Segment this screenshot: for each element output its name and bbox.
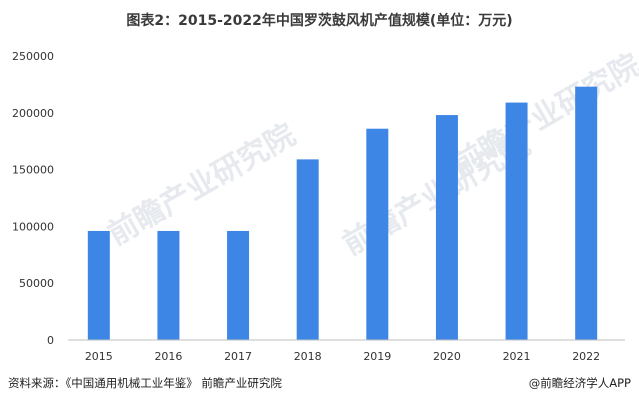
y-axis-ticks: 0 50000 100000 150000 200000 250000 xyxy=(12,50,54,347)
x-tick-label: 2016 xyxy=(154,350,182,363)
bar-2020 xyxy=(435,115,458,341)
bars xyxy=(87,86,598,341)
x-tick-label: 2022 xyxy=(572,350,600,363)
bar-2022 xyxy=(575,86,598,340)
y-tick-label: 100000 xyxy=(12,220,54,233)
chart-title: 图表2：2015-2022年中国罗茨鼓风机产值规模(单位：万元) xyxy=(126,13,513,29)
y-tick-label: 250000 xyxy=(12,50,54,63)
y-tick-label: 0 xyxy=(47,334,54,347)
bar-2015 xyxy=(87,230,110,340)
credit-label: @前瞻经济学人APP xyxy=(528,376,631,390)
bar-2019 xyxy=(366,128,389,340)
y-tick-label: 150000 xyxy=(12,164,54,177)
y-tick-label: 200000 xyxy=(12,107,54,120)
x-tick-label: 2018 xyxy=(294,350,322,363)
bar-2018 xyxy=(296,159,319,340)
x-tick-label: 2021 xyxy=(503,350,531,363)
bar-2016 xyxy=(157,230,180,340)
x-tick-label: 2015 xyxy=(85,350,113,363)
bar-2021 xyxy=(505,102,528,341)
footer: 资料来源：《中国通用机械工业年鉴》 前瞻产业研究院 @前瞻经济学人APP xyxy=(0,375,639,395)
x-axis-ticks: 2015 2016 2017 2018 2019 2020 2021 2022 xyxy=(85,350,600,363)
y-tick-label: 50000 xyxy=(19,277,54,290)
bar-2017 xyxy=(227,230,250,340)
x-tick-label: 2020 xyxy=(433,350,461,363)
x-tick-label: 2019 xyxy=(363,350,391,363)
source-note: 资料来源：《中国通用机械工业年鉴》 前瞻产业研究院 xyxy=(8,376,282,390)
x-tick-label: 2017 xyxy=(224,350,252,363)
